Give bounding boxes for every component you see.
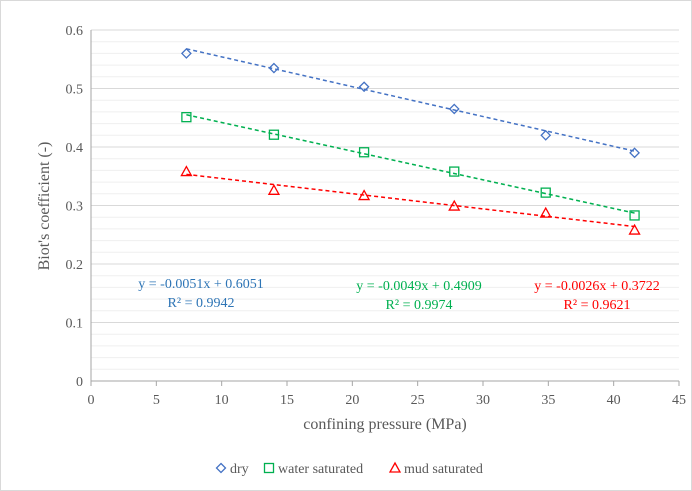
trendline-equation-mud-saturated: y = -0.0026x + 0.3722 [534,279,659,294]
x-tick-label: 40 [607,393,621,408]
y-axis-title: Biot's coefficient (-) [36,142,53,271]
y-tick-label: 0.4 [66,141,84,156]
data-point-water-saturated [358,147,370,158]
x-tick-label: 5 [153,393,160,408]
data-point-mud-saturated [539,206,552,218]
trendline-mud-saturated [186,173,635,228]
legend-marker-water-saturated [263,462,275,474]
x-tick-label: 20 [345,393,359,408]
trendline-water-saturated [186,114,635,214]
data-point-mud-saturated [180,165,193,177]
data-point-water-saturated [181,112,192,123]
legend: dry water saturated mud saturated [215,461,483,477]
x-tick-label: 10 [215,393,229,408]
data-point-mud-saturated [448,199,461,211]
data-point-dry [268,62,280,74]
y-tick-label: 0.5 [66,83,84,98]
x-tick-label: 0 [88,393,95,408]
data-point-dry [180,47,192,59]
data-point-dry [540,129,552,141]
grid-layer [91,29,679,370]
x-tick-label: 30 [476,393,490,408]
legend-label-water-saturated: water saturated [278,462,363,477]
data-point-water-saturated [629,210,640,221]
axis-layer: 0 0.1 0.2 0.3 0.4 0.5 0.6 0 5 10 15 20 25 30 35 40 45 [66,24,687,408]
data-point-mud-saturated [628,223,641,235]
trendline-equation-water-saturated: y = -0.0049x + 0.4909 [356,279,481,294]
data-point-dry [448,103,460,115]
marker-layer [180,47,641,235]
data-point-dry [358,81,370,93]
x-axis-title: confining pressure (MPa) [303,416,467,433]
data-point-mud-saturated [357,189,371,201]
equation-layer: y = -0.0051x + 0.6051 R² = 0.9942 y = -0.0… [138,277,659,313]
trendline-r2-dry: R² = 0.9942 [168,296,235,311]
y-tick-label: 0.1 [66,317,84,332]
legend-label-mud-saturated: mud saturated [404,462,483,477]
legend-label-dry: dry [230,462,249,477]
legend-marker-mud-saturated [388,461,402,473]
x-tick-label: 35 [541,393,555,408]
y-tick-label: 0.2 [66,258,84,273]
trendline-layer [186,48,635,228]
data-point-water-saturated [268,129,280,140]
data-point-water-saturated [540,187,551,198]
trendline-r2-water-saturated: R² = 0.9974 [386,298,453,313]
x-tick-label: 45 [672,393,686,408]
x-tick-label: 15 [280,393,294,408]
y-tick-label: 0.3 [66,200,84,215]
y-tick-label: 0.6 [66,24,84,39]
data-point-water-saturated [449,166,460,177]
x-tick-label: 25 [411,393,425,408]
trendline-equation-dry: y = -0.0051x + 0.6051 [138,277,263,292]
y-tick-label: 0 [76,375,83,390]
trendline-r2-mud-saturated: R² = 0.9621 [564,298,631,313]
data-point-mud-saturated [267,183,281,195]
data-point-dry [629,147,640,159]
legend-marker-dry [215,462,227,474]
